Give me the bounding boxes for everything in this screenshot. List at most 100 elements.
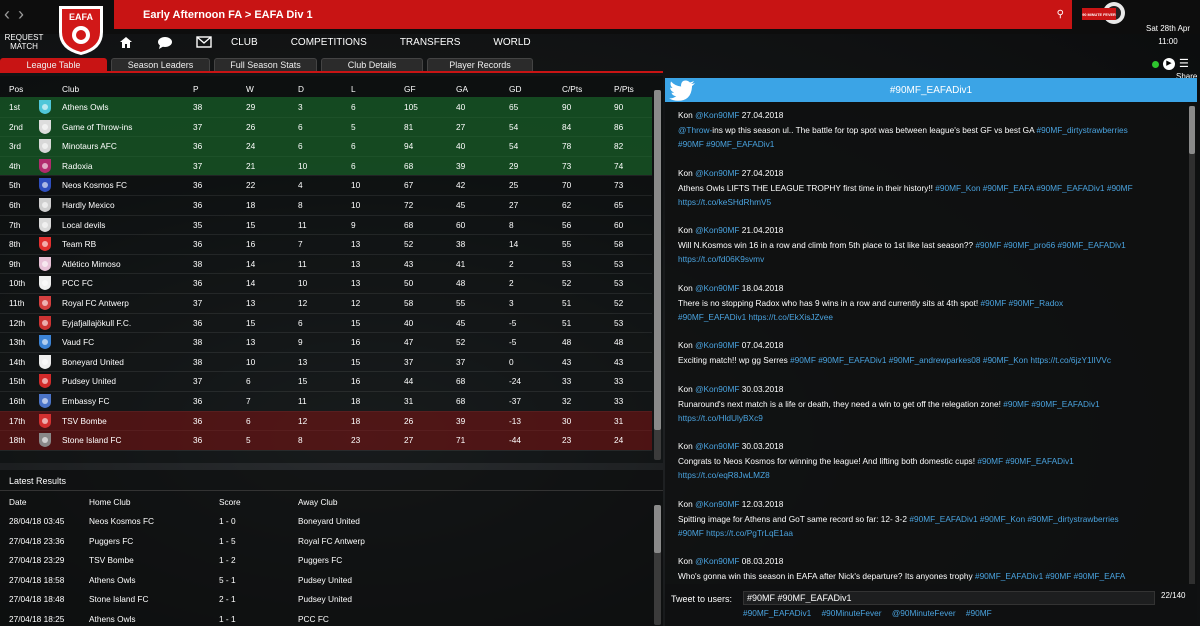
club-name[interactable]: Stone Island FC [62,435,122,446]
tweet-hashtags[interactable]: https://t.co/fd06K9svmv [678,254,765,264]
col-gd[interactable]: GD [509,84,522,94]
results-scrollbar-thumb[interactable] [654,505,661,553]
tweet-hashtags[interactable]: #90MF #90MF_EAFADiv1 #90MF_andrewparkes0… [790,354,1112,365]
league-scrollbar-thumb[interactable] [654,90,661,430]
league-logo[interactable]: EAFA [53,2,109,56]
col-played[interactable]: P [193,84,199,94]
league-row[interactable]: 6th Hardly Mexico 36 18 8 10 72 45 27 62 65 [0,195,652,215]
league-row[interactable]: 12th Eyjafjallajökull F.C. 36 15 6 15 40 45 -5 51… [0,313,652,333]
tweet-hashtags[interactable]: #90MF #90MF_EAFADiv1 [977,455,1074,466]
club-name[interactable]: PCC FC [62,278,93,289]
tweet-handle[interactable]: @Kon90MF [695,340,740,350]
league-row[interactable]: 14th Boneyard United 38 10 13 15 37 37 0 43 43 [0,352,652,372]
league-row[interactable]: 17th TSV Bombe 36 6 12 18 26 39 -13 30 31 [0,410,652,431]
nav-competitions[interactable]: COMPETITIONS [290,36,367,48]
col-gf[interactable]: GF [404,84,416,94]
result-row[interactable]: 27/04/18 23:29 TSV Bombe 1 - 2 Puggers FC [0,550,650,570]
club-name[interactable]: Neos Kosmos FC [62,180,128,191]
tweet-hashtags[interactable]: #90MF_EAFADiv1 https://t.co/EkXisJZvee [678,312,833,322]
suggestion-tag[interactable]: @90MinuteFever [891,608,956,618]
result-away-club[interactable]: Boneyard United [298,516,360,526]
club-name[interactable]: Embassy FC [62,396,110,406]
tweet-hashtags[interactable]: https://t.co/eqR8JwLMZ8 [678,470,770,480]
tab-season-leaders[interactable]: Season Leaders [111,58,210,71]
tweet-hashtags[interactable]: #90MF #90MF_EAFADiv1 [678,139,775,149]
tweet-handle[interactable]: @Kon90MF [695,499,740,509]
result-home-club[interactable]: Neos Kosmos FC [89,516,155,526]
result-row[interactable]: 27/04/18 23:36 Puggers FC 1 - 5 Royal FC An… [0,531,650,551]
tweet-handle[interactable]: @Kon90MF [695,384,740,394]
tweet-input[interactable] [743,591,1155,605]
tweet-hashtags[interactable]: #90MF_dirtystrawberries [1036,124,1128,135]
club-name[interactable]: Atlético Mimoso [62,258,121,269]
home-icon[interactable] [116,34,136,50]
league-row[interactable]: 3rd Minotaurs AFC 36 24 6 6 94 40 54 78 82 [0,136,652,156]
col-club[interactable]: Club [62,84,80,94]
mail-icon[interactable] [194,34,214,50]
club-name[interactable]: Local devils [62,219,106,230]
tweet-hashtags[interactable]: #90MF #90MF_pro66 #90MF_EAFADiv1 [975,239,1126,250]
forward-arrow-icon[interactable]: › [18,4,24,24]
league-row[interactable]: 16th Embassy FC 36 7 11 18 31 68 -37 32 33 [0,391,652,411]
tweet-hashtags[interactable]: https://t.co/HldUlyBXc9 [678,413,763,423]
tweet-handle[interactable]: @Kon90MF [695,441,740,451]
club-name[interactable]: Vaud FC [62,337,95,348]
suggestion-tag[interactable]: #90MinuteFever [821,608,882,618]
result-away-club[interactable]: Royal FC Antwerp [298,535,365,546]
result-home-club[interactable]: Athens Owls [89,614,136,624]
tweet-handle[interactable]: @Kon90MF [695,225,740,235]
result-away-club[interactable]: Pudsey United [298,574,352,585]
tweet-hashtags[interactable]: #90MF_EAFADiv1 #90MF #90MF_EAFA [974,570,1126,581]
tweet-handle[interactable]: @Kon90MF [695,110,740,120]
club-name[interactable]: Game of Throw-ins [62,121,133,132]
col-won[interactable]: W [246,84,254,94]
club-name[interactable]: Hardly Mexico [62,200,115,210]
twitter-scrollbar[interactable] [1189,106,1195,606]
tab-league-table[interactable]: League Table [0,58,107,71]
league-row[interactable]: 8th Team RB 36 16 7 13 52 38 14 55 58 [0,234,652,254]
league-row[interactable]: 18th Stone Island FC 36 5 8 23 27 71 -44 23 24 [0,430,652,450]
play-icon[interactable]: ▶ [1163,58,1175,70]
col-ga[interactable]: GA [456,84,468,94]
tab-club-details[interactable]: Club Details [321,58,423,71]
club-name[interactable]: Minotaurs AFC [62,141,117,152]
league-row[interactable]: 1st Athens Owls 38 29 3 6 105 40 65 90 90 [0,97,652,117]
club-name[interactable]: Eyjafjallajökull F.C. [62,317,132,328]
league-row[interactable]: 10th PCC FC 36 14 10 13 50 48 2 52 53 [0,273,652,293]
result-row[interactable]: 27/04/18 18:58 Athens Owls 5 - 1 Pudsey Uni… [0,570,650,590]
club-name[interactable]: Radoxia [62,160,93,171]
tweet-handle[interactable]: @Kon90MF [695,283,740,293]
league-row[interactable]: 9th Atlético Mimoso 38 14 11 13 43 41 2 53 53 [0,254,652,274]
results-scrollbar[interactable] [654,505,661,625]
back-arrow-icon[interactable]: ‹ [4,4,10,24]
tweet-hashtags[interactable]: #90MF_EAFADiv1 #90MF_Kon #90MF_dirtystra… [909,513,1119,524]
league-row[interactable]: 5th Neos Kosmos FC 36 22 4 10 67 42 25 70 73 [0,175,652,195]
result-row[interactable]: 27/04/18 18:48 Stone Island FC 2 - 1 Pudsey… [0,589,650,609]
tweet-hashtags[interactable]: #90MF #90MF_EAFADiv1 [1003,398,1100,409]
result-row[interactable]: 28/04/18 03:45 Neos Kosmos FC 1 - 0 Boneyar… [0,511,650,531]
league-row[interactable]: 15th Pudsey United 37 6 15 16 44 68 -24 33 33 [0,371,652,391]
suggestion-tag[interactable]: #90MF [965,608,992,618]
result-home-club[interactable]: Puggers FC [89,535,134,546]
tab-full-season-stats[interactable]: Full Season Stats [214,58,317,71]
col-drawn[interactable]: D [298,84,304,94]
league-row[interactable]: 2nd Game of Throw-ins 37 26 6 5 81 27 54 84 86 [0,116,652,137]
share-label[interactable]: Share [1176,72,1198,81]
nav-transfers[interactable]: TRANSFERS [399,36,461,48]
result-away-club[interactable]: Puggers FC [298,555,343,566]
tweet-hashtags[interactable]: @Throw- [678,124,713,135]
league-row[interactable]: 7th Local devils 35 15 11 9 68 60 8 56 60 [0,215,652,235]
club-name[interactable]: Athens Owls [62,102,109,112]
league-row[interactable]: 13th Vaud FC 38 13 9 16 47 52 -5 48 48 [0,332,652,352]
result-home-club[interactable]: Stone Island FC [89,594,149,605]
club-name[interactable]: Boneyard United [62,356,124,367]
club-name[interactable]: TSV Bombe [62,415,107,426]
club-name[interactable]: Team RB [62,239,97,250]
league-row[interactable]: 11th Royal FC Antwerp 37 13 12 12 58 55 3 51 52 [0,293,652,313]
twitter-scrollbar-thumb[interactable] [1189,106,1195,154]
tweet-hashtags[interactable]: #90MF https://t.co/PgTrLqE1aa [678,528,793,538]
search-icon[interactable]: ⚲ [1056,9,1064,20]
suggestion-tag[interactable]: #90MF_EAFADiv1 [743,608,812,618]
menu-icon[interactable]: ☰ [1179,57,1189,70]
nav-club[interactable]: CLUB [231,36,258,48]
